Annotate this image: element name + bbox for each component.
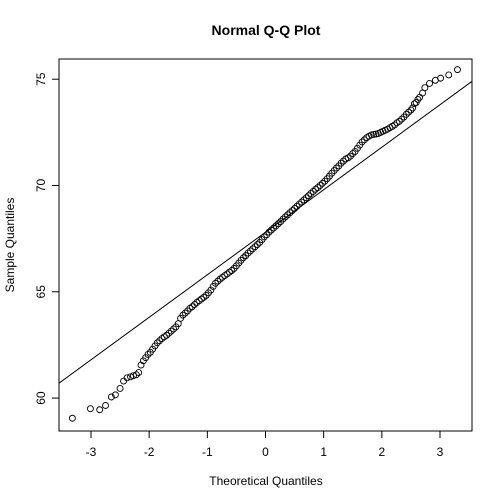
data-point: [293, 202, 301, 210]
data-point: [398, 115, 406, 123]
data-point: [239, 254, 247, 262]
y-tick-label: 65: [34, 285, 48, 299]
data-point: [249, 245, 257, 253]
data-point: [111, 391, 119, 399]
data-point: [410, 100, 418, 108]
data-point: [360, 136, 368, 144]
data-point: [316, 182, 324, 189]
data-point: [445, 71, 453, 79]
data-point: [86, 405, 94, 413]
data-point: [96, 406, 104, 414]
data-point: [284, 211, 292, 219]
data-point: [298, 198, 306, 206]
data-point: [191, 301, 198, 308]
data-point: [367, 131, 375, 139]
data-point: [288, 207, 296, 215]
data-point: [407, 106, 415, 114]
data-point: [135, 369, 143, 376]
data-point: [116, 385, 124, 392]
data-point: [137, 361, 145, 369]
data-point: [291, 204, 299, 212]
data-point: [426, 79, 433, 87]
data-point: [163, 331, 171, 339]
x-tick-label: -3: [86, 445, 97, 459]
y-axis: 60 65 70 75: [34, 72, 60, 405]
data-point: [153, 339, 161, 347]
data-point: [454, 66, 461, 74]
y-tick-label: 75: [34, 72, 48, 86]
data-point: [319, 179, 326, 187]
data-point: [309, 187, 317, 195]
data-point: [272, 222, 280, 230]
data-point: [402, 110, 410, 118]
data-point: [333, 164, 340, 172]
data-point: [358, 138, 366, 146]
data-point: [314, 184, 322, 192]
y-tick-label: 60: [34, 391, 48, 405]
data-point: [132, 371, 140, 379]
data-point: [437, 74, 445, 82]
x-tick-label: 1: [320, 445, 327, 459]
chart-title: Normal Q-Q Plot: [212, 22, 321, 38]
data-point: [421, 84, 429, 92]
x-tick-label: -2: [144, 445, 155, 459]
x-axis: -3 -2 -1 0 1 2 3: [86, 430, 444, 459]
data-point: [265, 228, 273, 236]
data-point: [123, 374, 131, 382]
data-point: [305, 192, 312, 200]
data-point: [246, 247, 254, 255]
data-point: [244, 249, 252, 257]
x-tick-label: 3: [437, 445, 444, 459]
data-point: [300, 196, 308, 204]
x-tick-label: 2: [378, 445, 385, 459]
data-point: [405, 108, 413, 116]
data-point: [337, 159, 345, 167]
data-point: [188, 303, 196, 311]
data-point: [286, 209, 294, 217]
data-point: [260, 233, 268, 241]
data-point: [167, 327, 175, 335]
data-point: [251, 243, 259, 251]
data-point: [212, 279, 219, 287]
x-tick-label: -1: [202, 445, 213, 459]
data-point: [274, 220, 282, 228]
data-point: [295, 200, 303, 208]
data-point: [130, 372, 137, 380]
data-point: [179, 311, 187, 319]
data-point: [307, 190, 315, 198]
points-layer: [68, 66, 461, 422]
data-point: [409, 104, 417, 112]
data-point: [395, 117, 403, 125]
data-point: [181, 309, 189, 317]
data-point: [214, 277, 222, 285]
data-point: [349, 150, 357, 158]
data-point: [102, 402, 109, 409]
data-point: [127, 373, 134, 381]
data-point: [281, 213, 289, 221]
data-point: [228, 267, 236, 274]
data-point: [270, 224, 278, 232]
data-point: [267, 226, 275, 234]
x-tick-label: 0: [262, 445, 269, 459]
y-tick-label: 70: [34, 178, 48, 192]
x-axis-label: Theoretical Quantiles: [209, 474, 322, 488]
data-point: [68, 414, 76, 422]
data-point: [156, 337, 164, 345]
data-point: [170, 325, 178, 333]
data-point: [302, 194, 310, 202]
data-point: [370, 131, 378, 138]
data-point: [253, 241, 261, 249]
data-point: [200, 293, 208, 301]
data-point: [339, 157, 347, 165]
data-point: [107, 393, 115, 401]
data-point: [144, 351, 152, 358]
data-point: [414, 95, 422, 103]
y-axis-label: Sample Quantiles: [3, 198, 17, 293]
data-point: [279, 215, 287, 223]
data-point: [391, 121, 399, 129]
data-point: [165, 329, 173, 337]
data-point: [207, 286, 215, 294]
